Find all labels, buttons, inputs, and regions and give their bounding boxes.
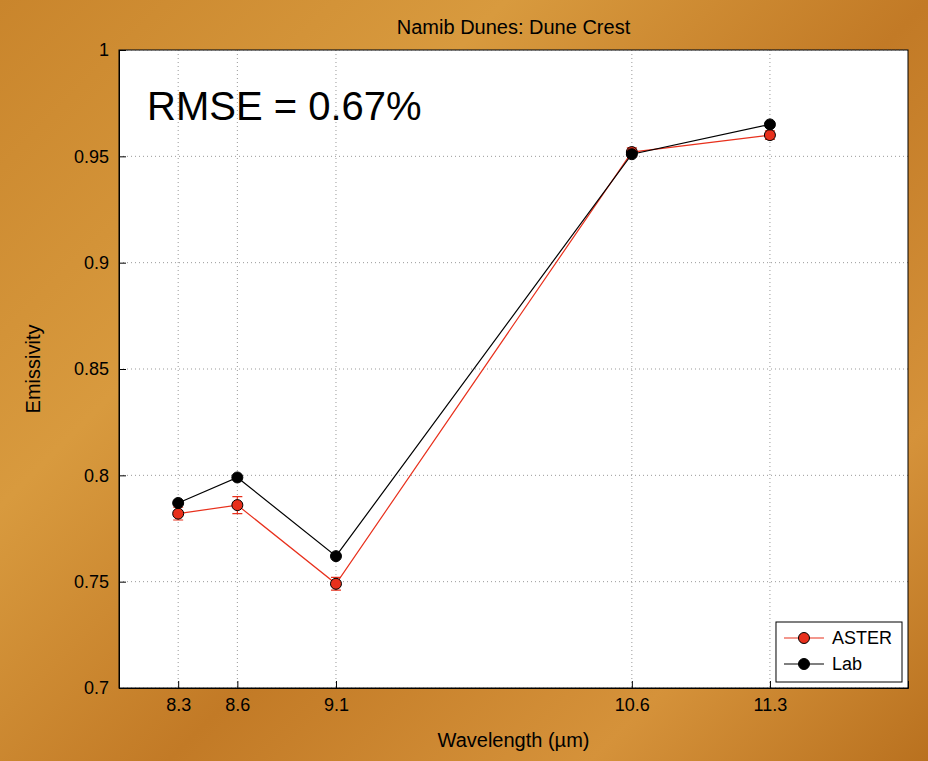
error-bar-line	[173, 507, 183, 520]
point	[626, 149, 637, 160]
series	[173, 119, 776, 562]
tick-label: 8.6	[225, 695, 250, 715]
point	[764, 130, 775, 141]
tick-label: 1	[99, 40, 109, 60]
grid-line	[119, 262, 908, 263]
tick-mark	[632, 681, 633, 688]
tick-mark	[119, 263, 126, 264]
tick-label: 8.3	[166, 695, 191, 715]
tick-mark	[336, 681, 337, 688]
tick-label: 11.3	[754, 695, 788, 715]
marks	[173, 119, 776, 590]
point	[232, 500, 243, 511]
tick: 0.75	[74, 572, 126, 592]
tick-label: 0.95	[74, 147, 109, 167]
point	[232, 472, 243, 483]
x-axis-title: Wavelength (µm)	[438, 729, 590, 751]
tick-label: 9.1	[324, 695, 349, 715]
chart: 8.3 8.6 9.1 10.6 11.3 0.7 0.75 0.8 0.85 0.9 0.95 1 R…	[0, 0, 928, 761]
point	[173, 508, 184, 519]
point	[173, 497, 184, 508]
legend: ASTER Lab	[776, 622, 902, 682]
point	[330, 578, 341, 589]
tick: 0.9	[84, 253, 126, 273]
tick-label: 0.8	[84, 466, 109, 486]
tick-label: 0.9	[84, 253, 109, 273]
tick-label: 0.7	[84, 678, 109, 698]
tick-mark	[119, 475, 126, 476]
grid-line	[178, 50, 179, 688]
grid	[119, 50, 908, 688]
point	[764, 119, 775, 130]
grid-line	[119, 581, 908, 582]
series	[173, 130, 776, 591]
grid-line	[119, 156, 908, 157]
grid-line	[237, 50, 238, 688]
title: Namib Dunes: Dune Crest	[397, 16, 631, 38]
tick: 9.1	[324, 681, 349, 715]
tick-mark	[237, 681, 238, 688]
tick-label: 0.85	[74, 359, 109, 379]
x-axis: 8.3 8.6 9.1 10.6 11.3	[120, 681, 909, 715]
error-bar-line	[232, 497, 242, 514]
point	[330, 551, 341, 562]
legend-box	[776, 622, 902, 682]
grid-line	[769, 50, 770, 688]
error-bar	[232, 497, 242, 514]
tick: 11.3	[754, 681, 788, 715]
legend-marker	[798, 633, 809, 644]
tick: 8.3	[166, 681, 191, 715]
grid-line	[119, 369, 908, 370]
series-line	[178, 135, 770, 584]
plot-frame	[119, 50, 908, 688]
plot-background	[119, 50, 908, 688]
error-bar-line	[331, 577, 341, 590]
tick-label: 0.75	[74, 572, 109, 592]
tick: 0.8	[84, 466, 126, 486]
tick-mark	[770, 681, 771, 688]
axis-line	[120, 51, 127, 689]
tick: 10.6	[615, 681, 650, 715]
tick: 0.85	[74, 359, 126, 379]
y-axis-title: Emissivity	[22, 325, 44, 414]
tick-label: 10.6	[615, 695, 650, 715]
tick-mark	[119, 156, 126, 157]
y-axis: 0.7 0.75 0.8 0.85 0.9 0.95 1	[74, 40, 126, 698]
legend-marker	[798, 659, 809, 670]
tick-mark	[178, 681, 179, 688]
tick: 0.95	[74, 147, 126, 167]
tick: 8.6	[225, 681, 250, 715]
legend-label: ASTER	[832, 628, 892, 648]
error-bar	[173, 507, 183, 520]
plot: 8.3 8.6 9.1 10.6 11.3 0.7 0.75 0.8 0.85 0.9 0.95 1 R…	[74, 40, 909, 715]
error-bar	[331, 577, 341, 590]
series-line	[178, 124, 770, 556]
annotation: RMSE = 0.67%	[147, 84, 422, 128]
tick-mark	[119, 369, 126, 370]
tick-mark	[119, 582, 126, 583]
legend-label: Lab	[832, 654, 862, 674]
